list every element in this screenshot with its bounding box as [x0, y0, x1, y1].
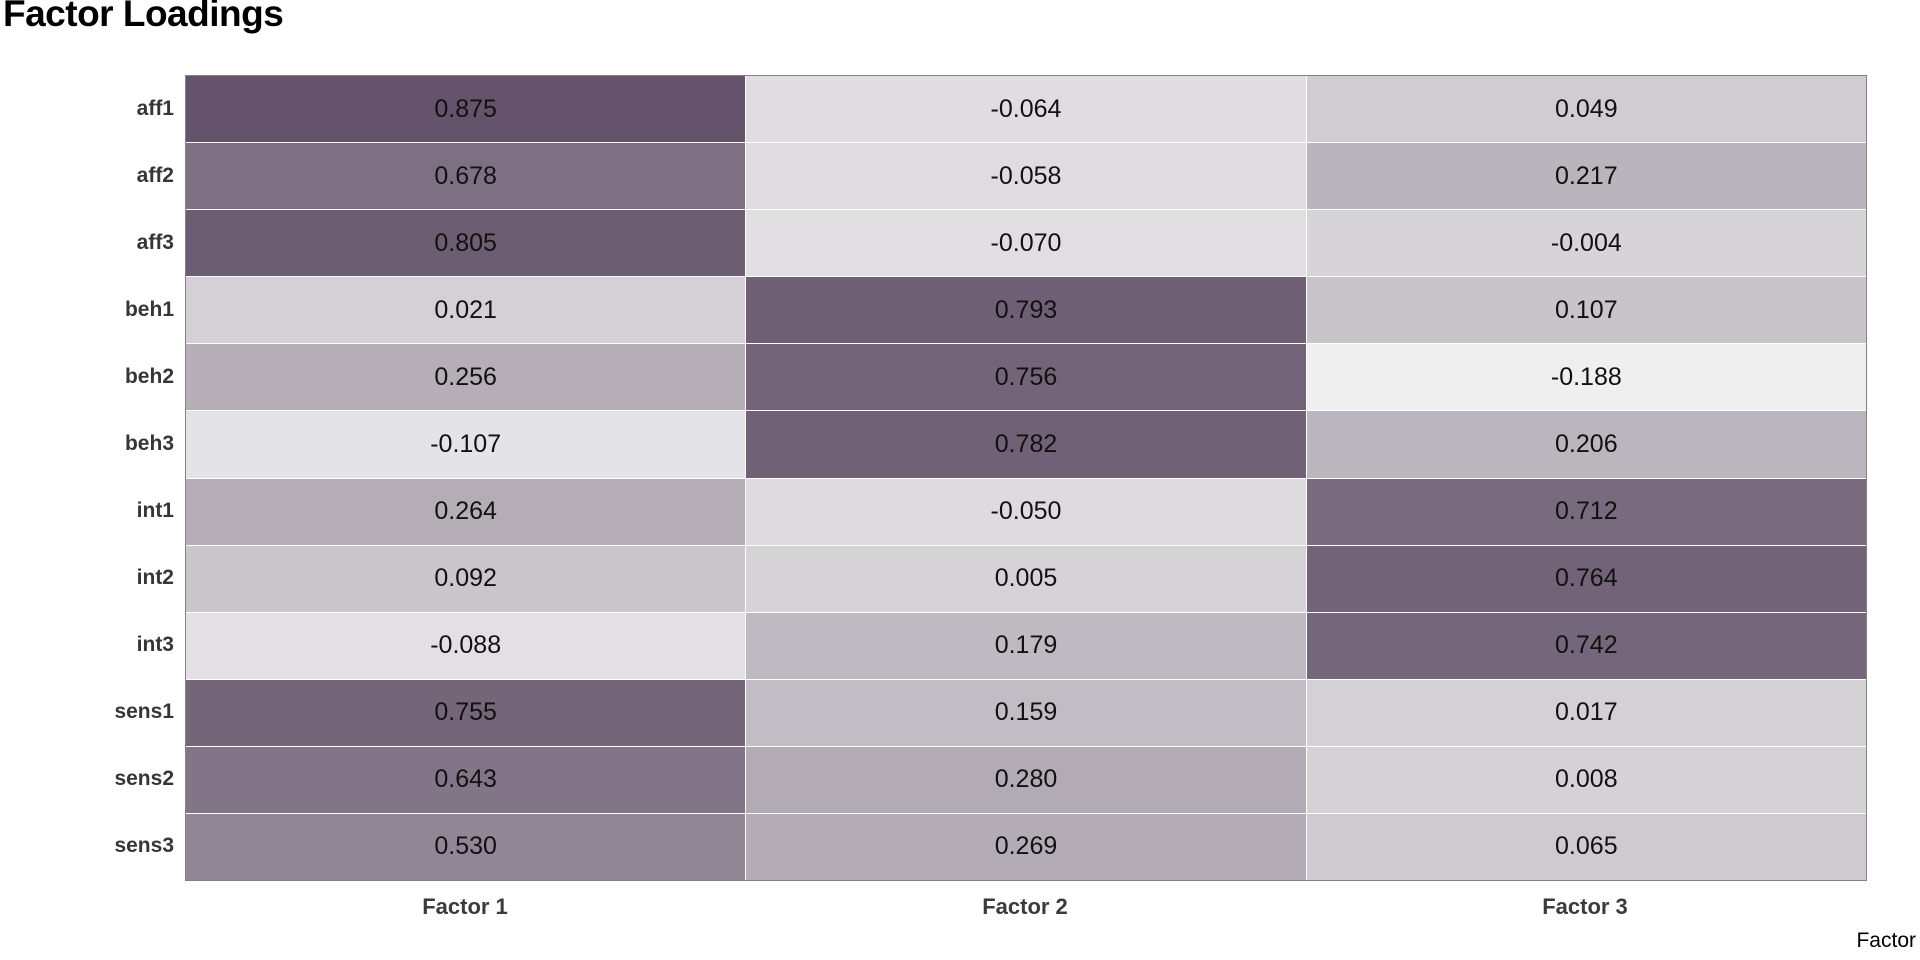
heatmap-cell: 0.269 — [746, 813, 1306, 880]
heatmap-cell: -0.088 — [186, 612, 746, 679]
row-label: sens1 — [114, 699, 174, 723]
heatmap-cell: 0.805 — [186, 210, 746, 277]
heatmap-cell: -0.188 — [1306, 344, 1866, 411]
heatmap-cell: 0.217 — [1306, 143, 1866, 210]
chart-title: Factor Loadings — [3, 0, 284, 34]
heatmap-cell: -0.064 — [746, 76, 1306, 143]
row-label: sens2 — [114, 766, 174, 790]
heatmap-cell: 0.782 — [746, 411, 1306, 478]
heatmap-cell: 0.793 — [746, 277, 1306, 344]
heatmap-cell: 0.264 — [186, 478, 746, 545]
heatmap-cell: 0.742 — [1306, 612, 1866, 679]
row-label: beh1 — [124, 297, 174, 321]
heatmap-cell: 0.206 — [1306, 411, 1866, 478]
heatmap-cell: 0.021 — [186, 277, 746, 344]
column-label: Factor 1 — [422, 894, 508, 919]
heatmap-cell: -0.107 — [186, 411, 746, 478]
heatmap-cell: 0.280 — [746, 746, 1306, 813]
row-label: int2 — [136, 565, 174, 589]
column-label: Factor 2 — [982, 894, 1068, 919]
heatmap-cell: 0.712 — [1306, 478, 1866, 545]
heatmap-cell: -0.070 — [746, 210, 1306, 277]
heatmap-cell: 0.065 — [1306, 813, 1866, 880]
row-label: int3 — [136, 632, 174, 656]
heatmap-cell: 0.756 — [746, 344, 1306, 411]
row-label: sens3 — [114, 833, 174, 857]
heatmap-cell: 0.107 — [1306, 277, 1866, 344]
heatmap-cell: 0.179 — [746, 612, 1306, 679]
heatmap-grid: 0.875 -0.064 0.049 0.678 -0.058 0.217 0.805 -0.… — [185, 75, 1867, 881]
heatmap-cell: 0.643 — [186, 746, 746, 813]
heatmap-cell: -0.058 — [746, 143, 1306, 210]
heatmap-cell: 0.005 — [746, 545, 1306, 612]
heatmap-cell: 0.875 — [186, 76, 746, 143]
row-label: beh2 — [124, 364, 174, 388]
heatmap-cell: 0.256 — [186, 344, 746, 411]
heatmap-cell: -0.050 — [746, 478, 1306, 545]
row-label: aff1 — [136, 96, 174, 120]
row-label: beh3 — [124, 431, 174, 455]
heatmap-cell: 0.764 — [1306, 545, 1866, 612]
row-label: aff2 — [136, 163, 174, 187]
heatmap-cell: 0.092 — [186, 545, 746, 612]
row-label: int1 — [136, 498, 174, 522]
heatmap-cell: 0.159 — [746, 679, 1306, 746]
x-axis-tick-labels: Factor 1 Factor 2 Factor 3 — [185, 894, 1865, 920]
heatmap-cell: 0.755 — [186, 679, 746, 746]
column-label: Factor 3 — [1542, 894, 1628, 919]
y-axis-tick-labels: aff1 aff2 aff3 beh1 beh2 beh3 int1 int2 int3 sens… — [0, 75, 174, 879]
heatmap-cell: 0.017 — [1306, 679, 1866, 746]
row-label: aff3 — [136, 230, 174, 254]
heatmap-cell: -0.004 — [1306, 210, 1866, 277]
heatmap-cell: 0.530 — [186, 813, 746, 880]
heatmap-cell: 0.049 — [1306, 76, 1866, 143]
heatmap-cell: 0.008 — [1306, 746, 1866, 813]
x-axis-title: Factor — [1856, 929, 1916, 952]
heatmap-cell: 0.678 — [186, 143, 746, 210]
